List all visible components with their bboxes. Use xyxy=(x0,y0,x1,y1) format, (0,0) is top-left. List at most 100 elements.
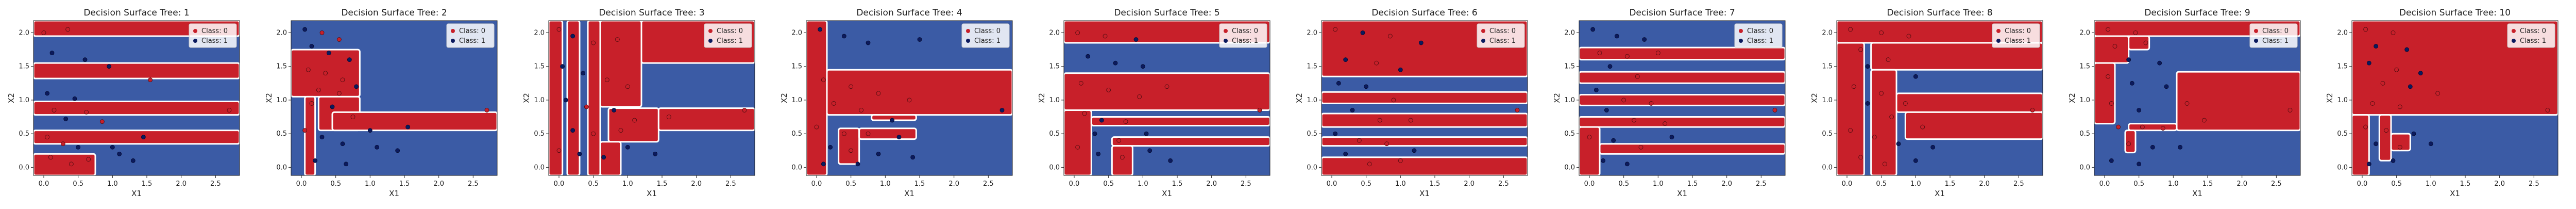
point-class-1 xyxy=(876,151,881,156)
point-class-0 xyxy=(1374,60,1379,66)
y-tick-label: 1.0 xyxy=(1307,97,1317,104)
region-class-0 xyxy=(858,127,917,140)
y-tick-label: 2.0 xyxy=(1307,29,1317,37)
x-tick-label: 2.0 xyxy=(1721,180,1732,188)
region-class-0 xyxy=(1321,136,1528,147)
point-class-0 xyxy=(1116,138,1122,143)
y-tick-label: 2.0 xyxy=(534,29,545,37)
point-class-1 xyxy=(1611,138,1616,143)
point-class-1 xyxy=(1614,34,1619,39)
point-class-0 xyxy=(2545,108,2550,112)
point-class-0 xyxy=(1408,118,1413,123)
x-tick-label: 2.5 xyxy=(1756,180,1767,188)
point-class-1 xyxy=(2374,141,2379,147)
legend-marker-class-1 xyxy=(2254,39,2258,43)
point-class-0 xyxy=(1848,128,1853,133)
x-axis-label: X1 xyxy=(1935,189,1945,198)
point-class-1 xyxy=(2366,162,2371,167)
point-class-0 xyxy=(591,131,596,136)
legend-marker-class-0 xyxy=(193,29,197,33)
region-class-0 xyxy=(33,101,240,116)
point-class-0 xyxy=(1333,27,1338,32)
point-class-0 xyxy=(2363,124,2368,130)
point-class-1 xyxy=(405,124,411,130)
point-class-1 xyxy=(76,144,81,150)
point-class-1 xyxy=(367,128,372,133)
point-class-0 xyxy=(849,84,854,89)
point-class-1 xyxy=(130,158,135,163)
y-tick-label: 1.5 xyxy=(19,63,29,71)
point-class-1 xyxy=(1601,158,1606,163)
x-tick-label: 2.5 xyxy=(1241,180,1251,188)
x-tick-label: 1.0 xyxy=(622,180,633,188)
region-class-0 xyxy=(599,21,642,108)
plot-frame xyxy=(2351,20,2558,176)
x-tick-label: 1.5 xyxy=(2202,180,2213,188)
point-class-0 xyxy=(1903,101,1908,106)
point-class-0 xyxy=(1906,34,1911,39)
point-class-1 xyxy=(2411,131,2416,136)
point-class-0 xyxy=(1123,119,1128,124)
region-class-0 xyxy=(2094,62,2116,125)
point-class-1 xyxy=(2126,57,2131,62)
legend-label-class-1: Class: 1 xyxy=(459,37,485,45)
point-class-1 xyxy=(818,27,823,32)
point-class-1 xyxy=(110,144,115,150)
point-class-1 xyxy=(302,27,308,32)
region-class-0 xyxy=(657,107,755,132)
point-class-0 xyxy=(350,115,355,119)
point-class-1 xyxy=(63,117,69,121)
point-class-0 xyxy=(584,104,589,109)
point-class-1 xyxy=(1896,141,1901,147)
point-class-1 xyxy=(2137,108,2142,112)
legend-box xyxy=(2249,23,2298,48)
region-class-0 xyxy=(2378,114,2392,162)
region-class-0 xyxy=(33,153,96,175)
point-class-0 xyxy=(1082,111,1087,116)
point-class-0 xyxy=(2287,108,2293,112)
y-tick-label: 0.5 xyxy=(1307,130,1317,138)
region-class-0 xyxy=(826,69,1012,116)
point-class-1 xyxy=(1133,37,1139,42)
region-class-0 xyxy=(1579,71,1785,84)
region-class-0 xyxy=(33,21,240,37)
point-class-0 xyxy=(2391,30,2396,35)
point-class-0 xyxy=(227,108,232,112)
point-class-0 xyxy=(1624,54,1630,59)
y-axis-label: X2 xyxy=(1295,93,1304,103)
point-class-1 xyxy=(612,108,617,112)
x-tick-label: 2.5 xyxy=(2271,180,2282,188)
point-class-0 xyxy=(1106,87,1111,92)
panel-title: Decision Surface Tree: 3 xyxy=(599,8,704,18)
legend-box xyxy=(1992,23,2040,48)
x-axis-label: X1 xyxy=(647,189,657,198)
point-class-0 xyxy=(625,84,630,89)
legend: Class: 0 Class: 1 xyxy=(189,23,237,48)
region-class-0 xyxy=(33,62,240,79)
point-class-1 xyxy=(1624,162,1630,167)
point-class-0 xyxy=(336,91,342,96)
x-tick-label: 2.0 xyxy=(433,180,444,188)
y-tick-label: 1.5 xyxy=(2337,63,2348,71)
legend-box xyxy=(2507,23,2555,48)
legend: Class: 0 Class: 1 xyxy=(446,23,495,48)
legend-label-class-1: Class: 1 xyxy=(1489,37,1516,45)
point-class-1 xyxy=(560,64,565,69)
x-tick-label: 1.0 xyxy=(107,180,118,188)
point-class-0 xyxy=(2133,30,2138,35)
legend: Class: 0 Class: 1 xyxy=(961,23,1010,48)
point-class-0 xyxy=(2435,91,2441,96)
y-axis-label: X2 xyxy=(1810,93,1819,103)
y-tick-label: 0.0 xyxy=(19,164,29,171)
point-class-1 xyxy=(1418,40,1423,45)
panel-title: Decision Surface Tree: 5 xyxy=(1114,8,1219,18)
point-class-0 xyxy=(52,108,57,112)
legend-label-class-0: Class: 0 xyxy=(1232,27,1258,35)
legend-label-class-1: Class: 1 xyxy=(717,37,743,45)
point-class-1 xyxy=(1144,131,1149,136)
panel-title: Decision Surface Tree: 10 xyxy=(2399,8,2511,18)
x-tick-label: 1.0 xyxy=(2426,180,2436,188)
point-class-0 xyxy=(1635,74,1640,79)
point-class-0 xyxy=(2112,44,2117,49)
